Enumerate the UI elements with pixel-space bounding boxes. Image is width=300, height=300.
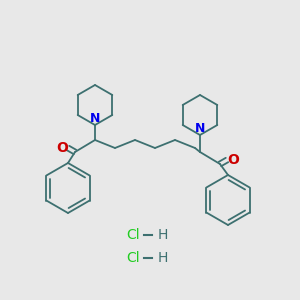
Text: O: O <box>227 153 239 167</box>
Text: H: H <box>158 228 168 242</box>
Text: N: N <box>195 122 205 134</box>
Text: N: N <box>90 112 100 124</box>
Text: O: O <box>56 141 68 155</box>
Text: H: H <box>158 251 168 265</box>
Text: Cl: Cl <box>126 251 140 265</box>
Text: Cl: Cl <box>126 228 140 242</box>
